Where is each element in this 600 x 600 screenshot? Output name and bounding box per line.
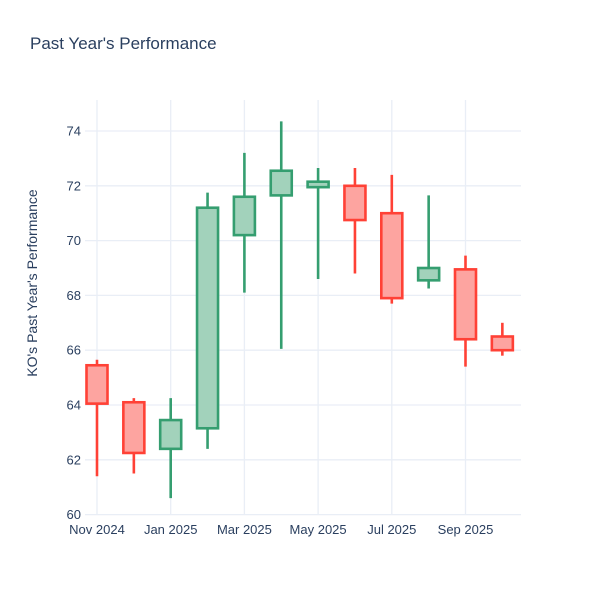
candle-mar-2025[interactable]: [232, 152, 257, 293]
y-tick-label: 60: [67, 507, 81, 522]
x-tick-label: Nov 2024: [69, 522, 125, 537]
y-tick-label: 66: [67, 343, 81, 358]
candle-body: [306, 180, 330, 189]
candle-body: [85, 363, 109, 405]
candle-body: [122, 400, 146, 455]
y-tick-label: 72: [67, 178, 81, 193]
candle-body: [343, 184, 367, 222]
plot-area[interactable]: [85, 100, 521, 515]
candles-series: [85, 121, 515, 499]
candle-body: [158, 418, 183, 451]
chart-title: Past Year's Performance: [30, 34, 217, 53]
candle-may-2025[interactable]: [306, 167, 330, 279]
x-tick-label: Sep 2025: [438, 522, 494, 537]
x-tick-label: May 2025: [290, 522, 347, 537]
candle-body: [269, 169, 294, 197]
candle-apr-2025[interactable]: [269, 121, 294, 349]
candle-body: [379, 211, 404, 300]
y-tick-label: 74: [67, 124, 81, 139]
x-tick-label: Jan 2025: [144, 522, 198, 537]
y-axis-title: KO's Past Year's Performance: [24, 189, 40, 377]
candle-body: [416, 266, 441, 282]
candle-oct-2025[interactable]: [490, 322, 515, 356]
candle-feb-2025[interactable]: [195, 192, 220, 449]
y-tick-label: 68: [67, 288, 81, 303]
candle-jun-2025[interactable]: [343, 167, 367, 274]
candle-jan-2025[interactable]: [158, 398, 183, 499]
y-tick-label: 62: [67, 452, 81, 467]
y-axis-tick-labels: 60 62 64 66 68 70 72 74: [67, 124, 81, 523]
candle-dec-2024[interactable]: [122, 398, 146, 474]
candle-body: [453, 268, 478, 341]
candle-body: [195, 206, 220, 430]
x-tick-label: Jul 2025: [367, 522, 416, 537]
candle-nov-2024[interactable]: [85, 359, 109, 477]
candle-body: [232, 195, 257, 237]
x-tick-label: Mar 2025: [217, 522, 272, 537]
x-axis-tick-labels: Nov 2024 Jan 2025 Mar 2025 May 2025 Jul 2025…: [69, 522, 493, 537]
candle-sep-2025[interactable]: [453, 255, 478, 367]
y-tick-label: 70: [67, 233, 81, 248]
y-tick-label: 64: [67, 398, 81, 413]
candle-jul-2025[interactable]: [379, 174, 404, 304]
candle-aug-2025[interactable]: [416, 195, 441, 289]
candle-body: [490, 335, 515, 352]
